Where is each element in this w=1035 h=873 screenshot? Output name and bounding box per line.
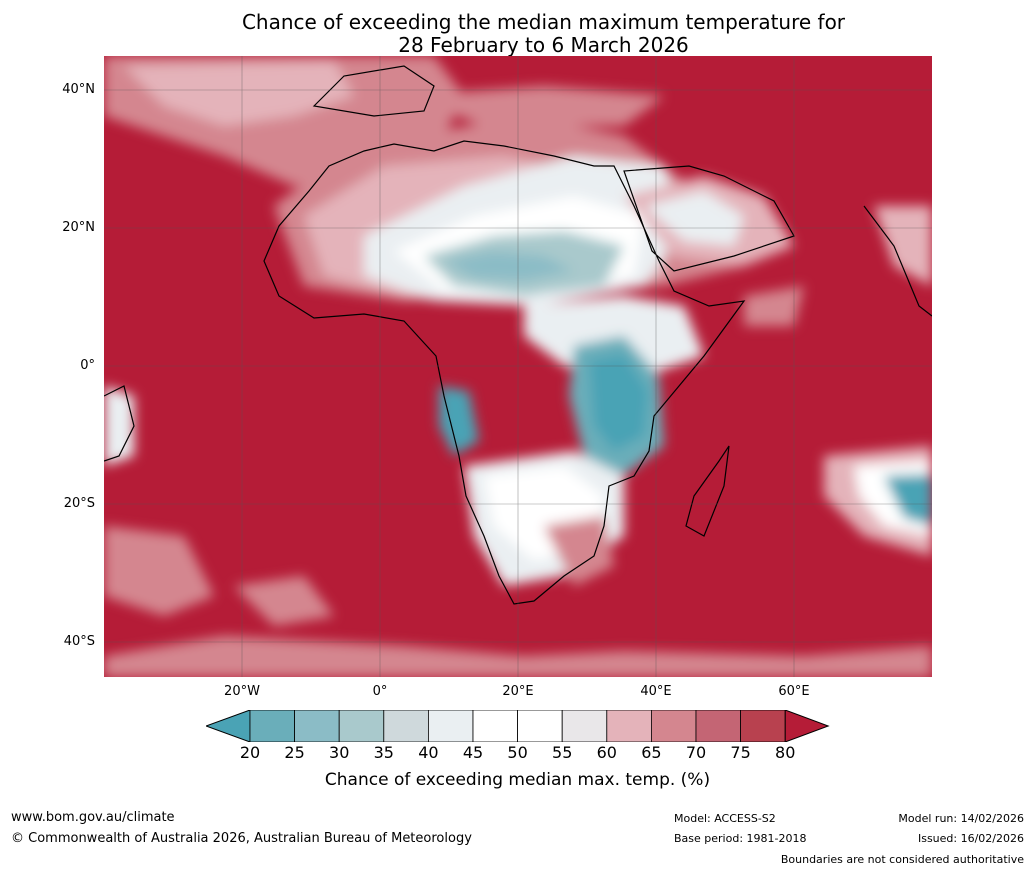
probability-patches [104,56,932,677]
colorbar-bin-30-35 [338,710,385,742]
colorbar-bin-20-25 [249,710,295,742]
footer-issued: Issued: 16/02/2026 [917,832,1024,845]
footer-copyright: © Commonwealth of Australia 2026, Austra… [11,831,472,846]
colorbar-tick-label: 20 [239,743,261,762]
colorbar-bin-65-70 [650,710,697,742]
colorbar-bin-35-40 [383,710,429,742]
lon-label-60e: 60°E [778,684,810,699]
colorbar [206,710,830,742]
colorbar-bin-70-75 [695,710,741,742]
lon-label-40e: 40°E [640,684,672,699]
colorbar-bin-50-55 [517,710,563,742]
colorbar-tick-label: 25 [284,743,305,762]
colorbar-bin-45-50 [472,710,518,742]
footer-website: www.bom.gov.au/climate [11,810,175,825]
colorbar-tick-label: 60 [596,743,617,762]
lat-label-20n: 20°N [62,220,95,235]
graticule [104,56,932,677]
footer-model-run: Model run: 14/02/2026 [898,812,1024,825]
colorbar-tick-label: 70 [685,743,707,762]
map-canvas [104,56,932,677]
colorbar-bin-60-65 [606,710,652,742]
colorbar-tick-label: 30 [329,743,350,762]
colorbar-tick-label: 65 [641,743,662,762]
footer-disclaimer: Boundaries are not considered authoritat… [780,853,1024,866]
lon-label-20e: 20°E [502,684,534,699]
colorbar-extend-high [784,710,830,742]
colorbar-tick-label: 40 [418,743,439,762]
colorbar-tick-label: 50 [507,743,528,762]
lat-label-equator: 0° [80,358,95,373]
footer-base-period: Base period: 1981-2018 [674,832,807,845]
colorbar-label-text: Chance of exceeding median max. temp. (%… [324,770,711,790]
lat-label-40n: 40°N [62,82,95,97]
colorbar-tick-label: 35 [373,743,394,762]
colorbar-bin-55-60 [561,710,608,742]
colorbar-tick-label: 80 [775,743,796,762]
colorbar-tick-label: 75 [730,743,751,762]
colorbar-bin-75-80 [740,710,786,742]
probability-map [104,56,932,677]
colorbar-label: Chance of exceeding median max. temp. (%… [0,770,1035,790]
lon-label-0: 0° [372,684,388,699]
colorbar-tick-label: 45 [462,743,484,762]
map-title-line2: 28 February to 6 March 2026 [398,33,689,57]
lat-label-40s: 40°S [63,634,95,649]
lat-label-20s: 20°S [63,496,95,511]
colorbar-tick-label: 55 [552,743,573,762]
colorbar-bin-40-45 [427,710,474,742]
footer-model: Model: ACCESS-S2 [674,812,776,825]
map-title-line1: Chance of exceeding the median maximum t… [241,10,846,34]
colorbar-extend-low [206,710,251,742]
colorbar-bin-25-30 [294,710,340,742]
lon-label-20w: 20°W [224,684,260,699]
